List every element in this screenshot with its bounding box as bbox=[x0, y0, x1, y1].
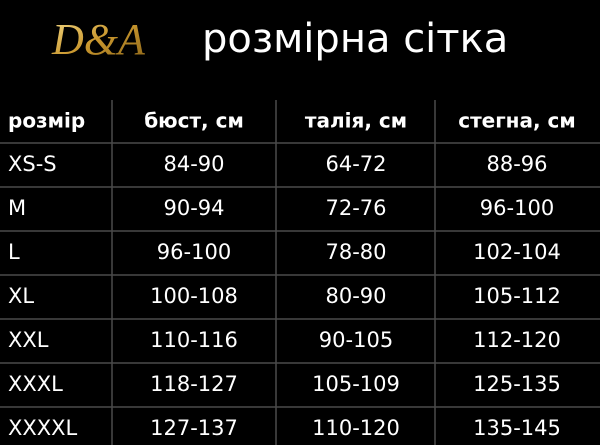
column-header: розмір bbox=[8, 109, 85, 133]
size-label: M bbox=[8, 196, 26, 220]
logo: D&A bbox=[51, 15, 146, 64]
size-label: XL bbox=[8, 284, 34, 308]
measurement: 127-137 bbox=[150, 416, 238, 440]
measurement: 135-145 bbox=[473, 416, 561, 440]
measurement: 100-108 bbox=[150, 284, 238, 308]
measurement: 112-120 bbox=[473, 328, 561, 352]
column-header: бюст, см bbox=[144, 109, 244, 133]
measurement: 80-90 bbox=[325, 284, 386, 308]
measurement: 90-94 bbox=[163, 196, 224, 220]
size-label: XXL bbox=[8, 328, 49, 352]
measurement: 102-104 bbox=[473, 240, 561, 264]
size-label: XS-S bbox=[8, 152, 57, 176]
measurement: 105-109 bbox=[312, 372, 400, 396]
measurement: 90-105 bbox=[319, 328, 393, 352]
measurement: 105-112 bbox=[473, 284, 561, 308]
size-label: XXXL bbox=[8, 372, 63, 396]
measurement: 110-116 bbox=[150, 328, 238, 352]
measurement: 96-100 bbox=[157, 240, 231, 264]
column-header: талія, см bbox=[305, 109, 407, 133]
column-header: стегна, см bbox=[458, 109, 576, 133]
measurement: 125-135 bbox=[473, 372, 561, 396]
measurement: 110-120 bbox=[312, 416, 400, 440]
measurement: 72-76 bbox=[325, 196, 386, 220]
measurement: 96-100 bbox=[480, 196, 554, 220]
measurement: 88-96 bbox=[486, 152, 547, 176]
title: розмірна сітка bbox=[202, 16, 508, 62]
measurement: 64-72 bbox=[325, 152, 386, 176]
measurement: 78-80 bbox=[325, 240, 386, 264]
size-label: L bbox=[8, 240, 20, 264]
measurement: 84-90 bbox=[163, 152, 224, 176]
table-grid bbox=[111, 100, 436, 445]
measurement: 118-127 bbox=[150, 372, 238, 396]
size-label: XXXXL bbox=[8, 416, 78, 440]
